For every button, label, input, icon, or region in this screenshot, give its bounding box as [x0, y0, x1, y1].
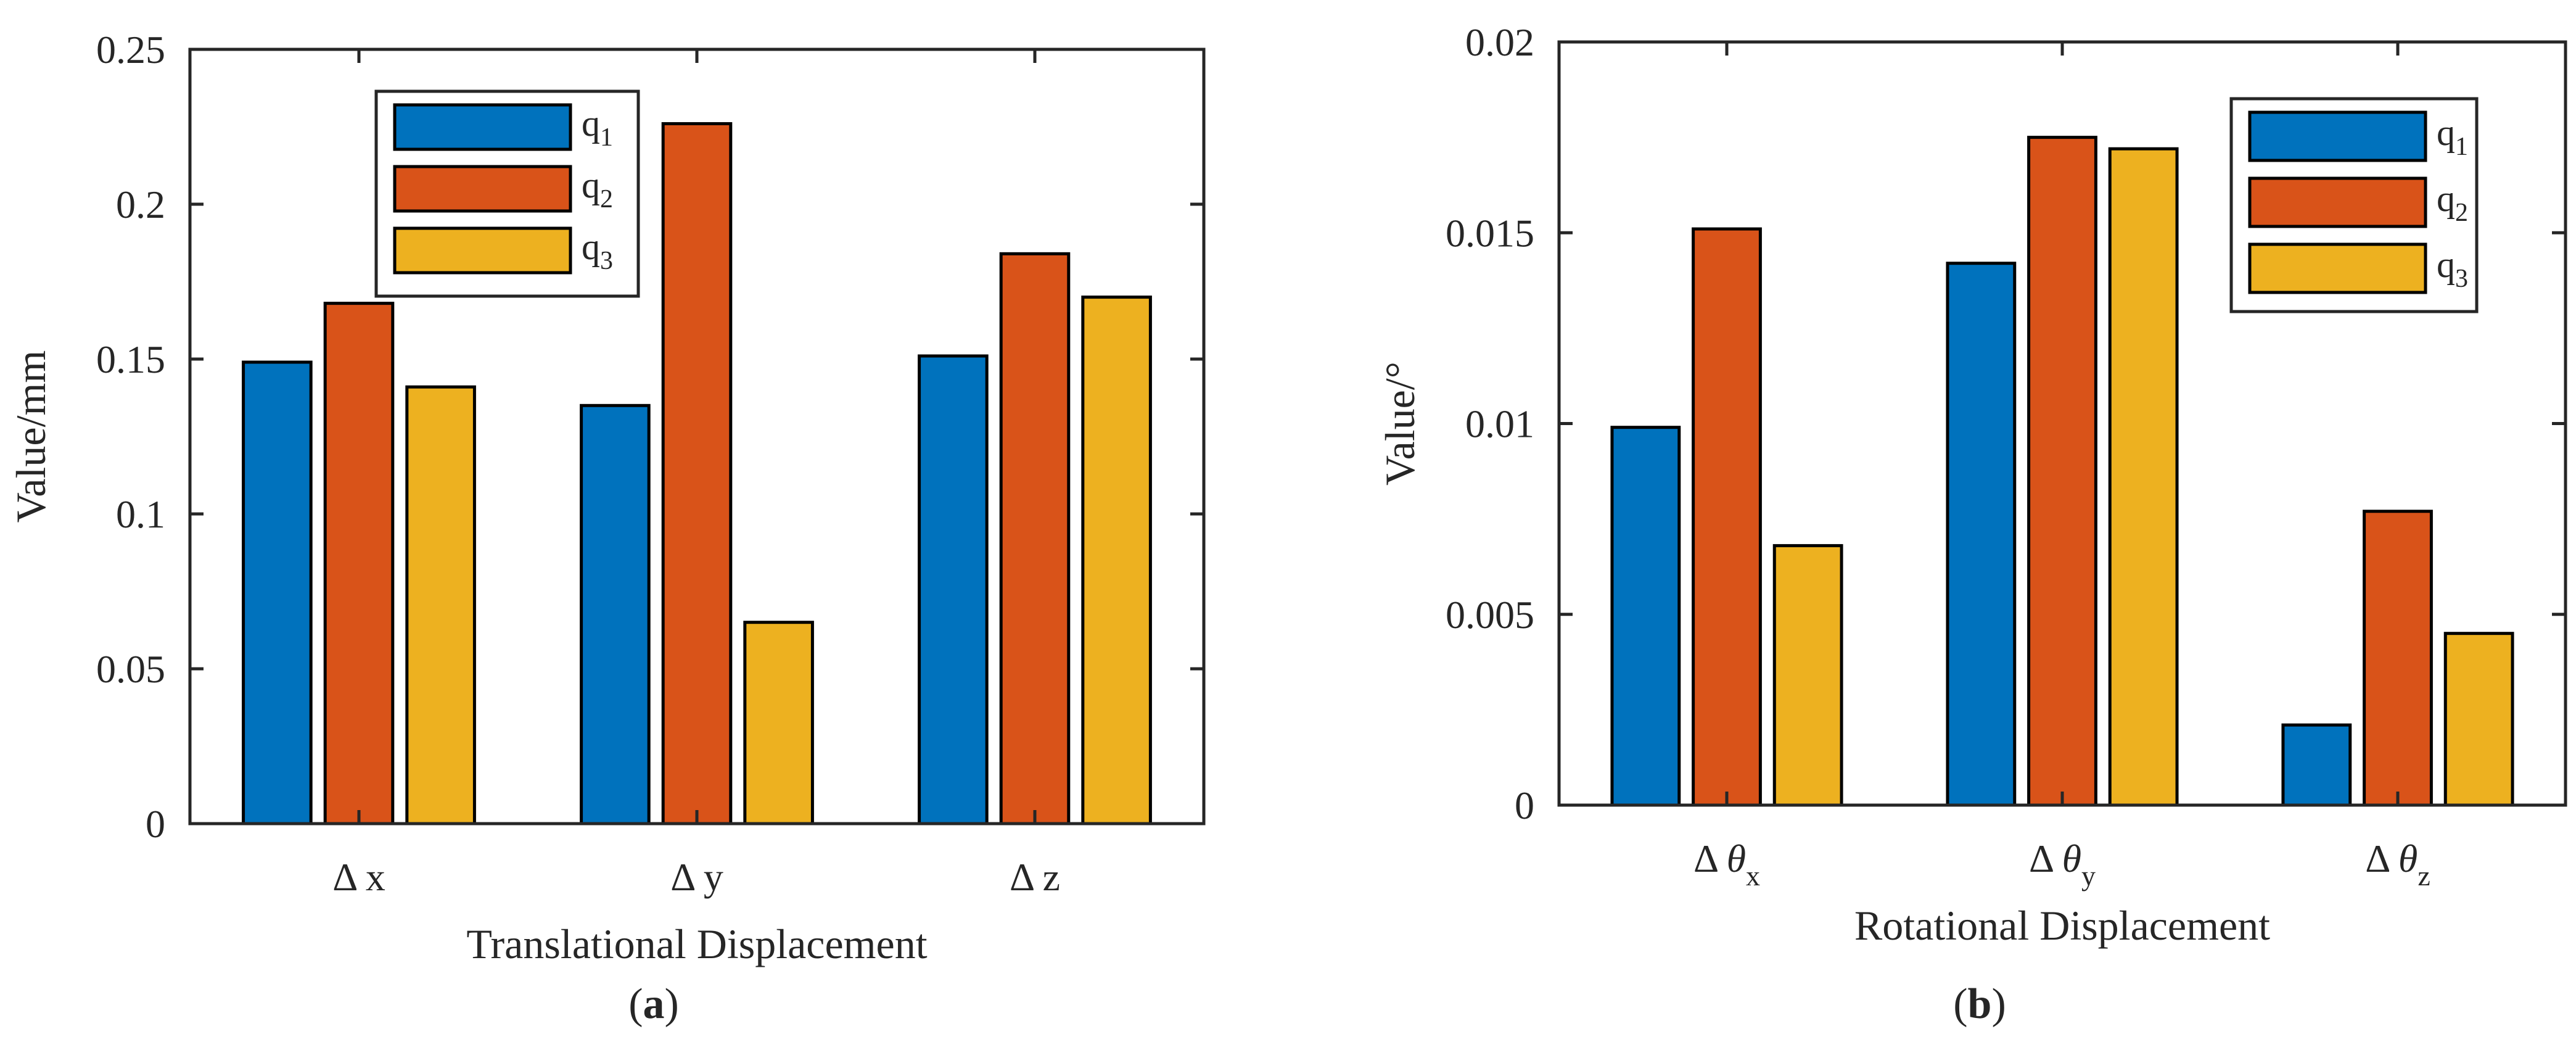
bar-a-c2-s2 — [661, 122, 733, 825]
legend-swatch-3 — [393, 226, 572, 275]
bar-b-c2-s1 — [1946, 262, 2017, 807]
panel-label: (a) — [628, 980, 679, 1028]
y-tick-label: 0.25 — [96, 28, 165, 72]
bar-a-c3-s1 — [918, 354, 989, 825]
y-axis-label: Value/° — [1376, 362, 1423, 486]
bar-b-c3-s1 — [2281, 723, 2352, 807]
bar-b-c1-s3 — [1772, 544, 1843, 807]
y-tick-label: 0 — [1515, 784, 1534, 827]
bar-b-c2-s3 — [2108, 147, 2179, 807]
bar-b-c3-s3 — [2443, 632, 2514, 807]
legend-label-3: q3 — [582, 226, 613, 275]
legend-swatch-2 — [2248, 176, 2427, 228]
x-tick-label: Δ θz — [2365, 837, 2430, 892]
legend-swatch-3 — [2248, 242, 2427, 294]
y-axis-label: Value/mm — [7, 350, 54, 523]
bar-a-c1-s3 — [405, 385, 476, 825]
x-axis-label: Translational Displacement — [466, 921, 927, 967]
y-tick-label: 0 — [146, 802, 165, 846]
panel-label: (b) — [1953, 980, 2006, 1028]
y-tick-label: 0.005 — [1446, 593, 1534, 637]
legend-label-2: q2 — [582, 165, 613, 213]
bar-a-c1-s2 — [323, 302, 395, 825]
y-tick-label: 0.15 — [96, 337, 165, 381]
x-axis-label: Rotational Displacement — [1854, 902, 2270, 949]
legend: q1 q2 q3 — [2229, 97, 2479, 313]
legend-swatch-2 — [393, 165, 572, 213]
bar-b-c1-s2 — [1692, 227, 1762, 807]
legend-swatch-1 — [2248, 110, 2427, 162]
legend-label-1: q1 — [582, 103, 613, 152]
y-tick-label: 0.02 — [1465, 20, 1534, 64]
x-tick-label: Δ y — [670, 855, 723, 899]
legend-label-2: q2 — [2437, 178, 2468, 227]
bar-b-c1-s1 — [1610, 426, 1681, 807]
legend-label-3: q3 — [2437, 244, 2468, 293]
legend: q1 q2 q3 — [374, 89, 640, 298]
x-tick-label: Δ θx — [1693, 837, 1760, 892]
bar-a-c2-s3 — [743, 621, 814, 825]
bar-a-c3-s2 — [999, 252, 1071, 825]
y-tick-label: 0.2 — [116, 183, 165, 226]
bar-a-c3-s3 — [1081, 296, 1152, 825]
y-tick-label: 0.1 — [116, 492, 165, 536]
y-tick-label: 0.015 — [1446, 211, 1534, 255]
bar-b-c2-s2 — [2027, 136, 2097, 807]
bar-a-c2-s1 — [580, 403, 651, 825]
bar-a-c1-s1 — [242, 360, 313, 825]
legend-swatch-1 — [393, 103, 572, 151]
x-tick-label: Δ θy — [2029, 837, 2096, 892]
y-tick-label: 0.05 — [96, 647, 165, 691]
panel-b: Δ θx Δ θy Δ θz 0 0.005 0.01 0.015 0.02 Rotationa… — [1376, 20, 2567, 1028]
panel-a: Δ x Δ y Δ z 0 0.05 0.1 0.15 0.2 0.25 Translationa… — [7, 28, 1206, 1028]
x-tick-label: Δ z — [1010, 855, 1060, 899]
legend-label-1: q1 — [2437, 112, 2468, 161]
bar-b-c3-s2 — [2363, 510, 2433, 807]
x-tick-label: Δ x — [332, 855, 385, 899]
y-tick-label: 0.01 — [1465, 402, 1534, 446]
